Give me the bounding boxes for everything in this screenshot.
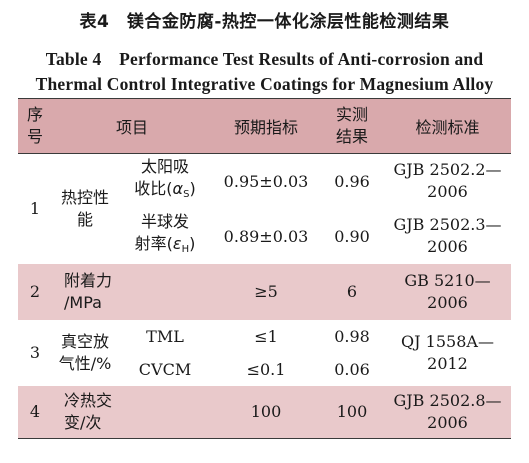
cell-standard-line-2: 2006 bbox=[427, 237, 468, 256]
cell-standard: GB 5210— 2006 bbox=[384, 264, 511, 320]
cell-target: ≤1 bbox=[254, 326, 278, 346]
header-number: 序 号 bbox=[18, 98, 52, 154]
cell-item-line-2: 气性/% bbox=[58, 353, 112, 373]
cell-standard: GJB 2502.2— 2006 bbox=[384, 154, 511, 209]
table-row: 4 冷热交 变/次 100 100 GJB 2502.8— 2006 bbox=[18, 385, 511, 439]
cell-item-line-1: 热控性 bbox=[60, 187, 109, 207]
cell-subitem-line-2: 射率(εH) bbox=[134, 234, 196, 255]
cell-item: 热控性 能 bbox=[52, 154, 118, 264]
cell-standard: GJB 2502.3— 2006 bbox=[384, 209, 511, 264]
performance-results-table: 序 号 项目 预期指标 实测 结果 检测标准 1 热控性 能 太阳吸 收比(αS… bbox=[18, 98, 511, 439]
cell-item-line-1: 真空放 bbox=[60, 331, 109, 351]
alpha-symbol: α bbox=[172, 179, 184, 199]
cell-subitem: CVCM bbox=[138, 359, 192, 379]
cell-number: 3 bbox=[29, 343, 41, 362]
cell-standard-line-1: GJB 2502.2— bbox=[393, 160, 502, 180]
cell-standard-line-2: 2006 bbox=[427, 292, 468, 312]
cell-item: 真空放 气性/% bbox=[52, 320, 118, 386]
epsilon-symbol: ε bbox=[172, 234, 182, 253]
cell-result: 0.90 bbox=[334, 226, 370, 246]
header-result: 实测 结果 bbox=[320, 98, 384, 154]
cell-number: 2 bbox=[29, 282, 41, 301]
cell-target: ≥5 bbox=[254, 282, 278, 301]
cell-standard-line-1: GJB 2502.3— bbox=[393, 215, 502, 234]
table-row: 半球发 射率(εH) 0.89±0.03 0.90 GJB 2502.3— 20… bbox=[18, 209, 511, 264]
cell-item: 冷热交 变/次 bbox=[52, 385, 212, 439]
cell-subitem: 太阳吸 收比(αS) bbox=[118, 154, 212, 209]
cell-subitem: 半球发 射率(εH) bbox=[118, 209, 212, 264]
cell-target: ≤0.1 bbox=[246, 359, 286, 379]
table-row: 1 热控性 能 太阳吸 收比(αS) 0.95±0.03 0.96 GJB 25… bbox=[18, 154, 511, 229]
cell-target: 0.95±0.03 bbox=[223, 171, 309, 191]
cell-number: 1 bbox=[29, 199, 41, 219]
cell-standard-line-1: GB 5210— bbox=[404, 270, 491, 290]
table-caption-english-line-1: Table 4 Performance Test Results of Anti… bbox=[45, 49, 484, 69]
cell-result: 0.98 bbox=[334, 326, 370, 346]
cell-result: 0.06 bbox=[334, 359, 370, 379]
cell-number: 4 bbox=[18, 385, 52, 439]
cell-standard-line-1: GJB 2502.8— bbox=[393, 390, 502, 410]
cell-subitem-line-1: 半球发 bbox=[140, 212, 189, 231]
cell-result: 100 bbox=[320, 385, 384, 439]
cell-standard: QJ 1558A— 2012 bbox=[384, 320, 511, 386]
cell-target: 100 bbox=[212, 385, 320, 439]
cell-subitem: TML bbox=[146, 326, 184, 346]
cell-target: 0.89±0.03 bbox=[223, 226, 309, 246]
cell-item-line-1: 冷热交 bbox=[64, 390, 113, 410]
table-caption-chinese: 表4 镁合金防腐-热控一体化涂层性能检测结果 bbox=[79, 12, 450, 32]
cell-standard: GJB 2502.8— 2006 bbox=[384, 385, 511, 439]
cell-item-line-1: 附着力 bbox=[64, 270, 113, 290]
cell-standard-line-2: 2012 bbox=[427, 353, 468, 373]
cell-result: 6 bbox=[346, 282, 358, 301]
header-number-line-2: 号 bbox=[26, 127, 43, 146]
cell-result: 0.96 bbox=[334, 171, 370, 191]
table-caption-english-line-2: Thermal Control Integrative Coatings for… bbox=[35, 74, 494, 94]
cell-standard-line-2: 2006 bbox=[427, 412, 468, 432]
cell-standard-line-1: QJ 1558A— bbox=[401, 331, 494, 351]
cell-subitem-line-1: 太阳吸 bbox=[140, 157, 189, 177]
header-number-line-1: 序 bbox=[26, 105, 43, 124]
table-row: 3 真空放 气性/% TML ≤1 0.98 QJ 1558A— 2012 bbox=[18, 320, 511, 373]
table-header-row: 序 号 项目 预期指标 实测 结果 检测标准 bbox=[18, 98, 511, 154]
header-item: 项目 bbox=[52, 98, 212, 154]
header-result-line-2: 结果 bbox=[335, 127, 368, 146]
table-row: CVCM ≤0.1 0.06 bbox=[18, 353, 511, 386]
cell-subitem-line-2: 收比(αS) bbox=[134, 179, 196, 201]
cell-item: 附着力 /MPa bbox=[52, 264, 212, 320]
cell-item-line-2: 变/次 bbox=[64, 412, 102, 432]
cell-item-line-2: /MPa bbox=[64, 292, 102, 312]
cell-standard-line-2: 2006 bbox=[427, 182, 468, 202]
header-result-line-1: 实测 bbox=[335, 105, 368, 124]
header-target: 预期指标 bbox=[212, 98, 320, 154]
table-row: 2 附着力 /MPa ≥5 6 GB 5210— 2006 bbox=[18, 263, 511, 320]
header-standard: 检测标准 bbox=[384, 98, 511, 154]
cell-item-line-2: 能 bbox=[76, 209, 93, 229]
